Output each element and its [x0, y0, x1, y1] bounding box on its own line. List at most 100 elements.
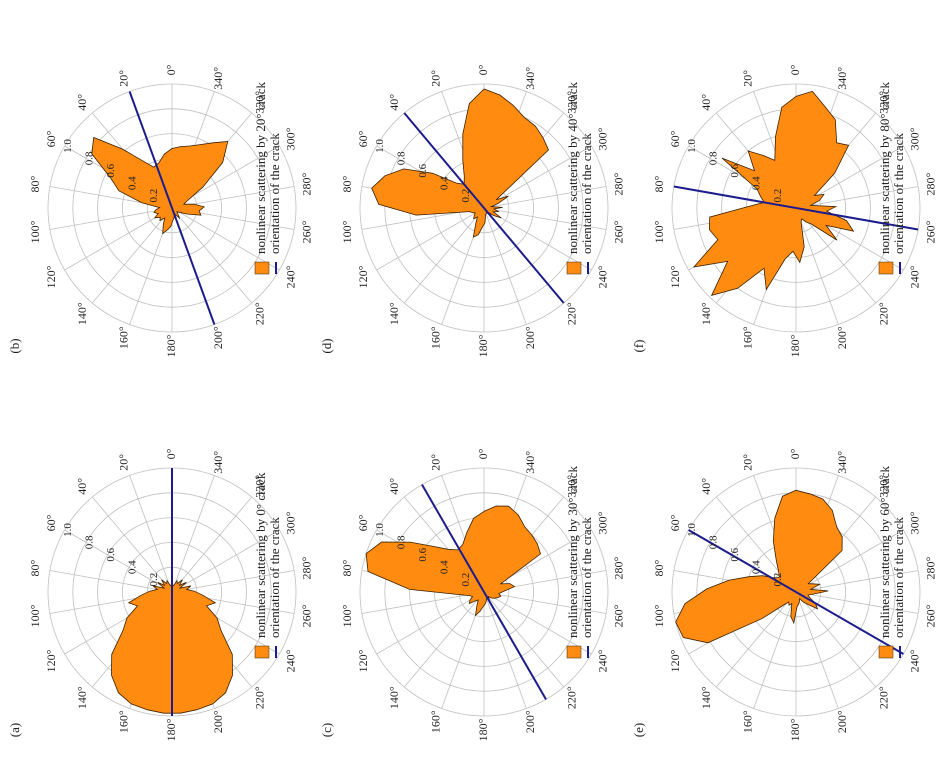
angle-tick-label: 40°: [387, 478, 401, 495]
angle-tick-label: 0°: [476, 64, 490, 75]
grid-spoke: [483, 186, 607, 209]
angle-tick-label: 160°: [429, 710, 443, 733]
angle-tick-label: 100°: [652, 604, 666, 627]
radial-tick-label: 0.2: [148, 573, 160, 587]
angle-tick-label: 200°: [211, 326, 225, 349]
legend-label-pattern: nonlinear scattering by 30° crack: [565, 466, 580, 638]
angle-tick-label: 0°: [476, 448, 490, 459]
angle-tick-label: 40°: [75, 94, 89, 111]
legend-label-pattern: nonlinear scattering by 80° crack: [877, 82, 892, 254]
angle-tick-label: 140°: [699, 686, 713, 709]
grid-spoke: [129, 475, 173, 593]
grid-spoke: [376, 207, 485, 271]
angle-tick-label: 300°: [907, 127, 921, 150]
angle-tick-label: 100°: [340, 604, 354, 627]
legend-swatch-pattern: [254, 261, 270, 275]
angle-tick-label: 320°: [252, 91, 266, 114]
angle-tick-label: 40°: [699, 478, 713, 495]
angle-tick-label: 300°: [283, 127, 297, 150]
crack-orientation-line: [403, 112, 565, 304]
radial-tick-label: 1.0: [374, 523, 386, 537]
grid-spoke: [171, 529, 280, 593]
legend-label-pattern: nonlinear scattering by 40° crack: [565, 82, 580, 254]
angle-tick-label: 120°: [44, 265, 58, 288]
grid-spoke: [171, 570, 295, 593]
crack-orientation-line: [688, 529, 904, 655]
grid-spoke: [403, 591, 485, 688]
angle-tick-label: 340°: [211, 67, 225, 90]
panel-label: (c): [319, 723, 334, 737]
angle-tick-label: 160°: [741, 326, 755, 349]
angle-tick-label: 100°: [652, 220, 666, 243]
radial-tick-label: 0.6: [729, 163, 741, 177]
grid-spoke: [91, 496, 173, 593]
angle-tick-label: 180°: [476, 718, 490, 741]
radial-tick-label: 0.2: [772, 189, 784, 203]
grid-spoke: [795, 591, 919, 614]
angle-tick-label: 140°: [387, 302, 401, 325]
angle-tick-label: 220°: [252, 686, 266, 709]
legend-swatch-pattern: [254, 645, 270, 659]
polar-chart-5: 0° 20° 40° 60° 80° 100° 120° 140° 160° 180° 200° 22…: [631, 64, 938, 357]
angle-tick-label: 200°: [211, 710, 225, 733]
angle-tick-label: 300°: [595, 127, 609, 150]
angle-tick-label: 80°: [652, 175, 666, 192]
grid-spoke: [49, 570, 173, 593]
angle-tick-label: 40°: [75, 478, 89, 495]
grid-spoke: [376, 591, 485, 655]
angle-tick-label: 120°: [44, 649, 58, 672]
angle-tick-label: 300°: [595, 511, 609, 534]
radial-tick-label: 0.4: [127, 560, 139, 574]
legend-label-line: orientation of the crack: [891, 133, 906, 254]
grid-spoke: [483, 207, 592, 271]
radial-tick-label: 1.0: [62, 139, 74, 153]
angle-tick-label: 80°: [340, 175, 354, 192]
angle-tick-label: 20°: [429, 454, 443, 471]
grid-spoke: [403, 207, 485, 304]
angle-tick-label: 100°: [28, 220, 42, 243]
grid-spoke: [483, 207, 607, 230]
angle-tick-label: 180°: [476, 334, 490, 357]
angle-tick-label: 260°: [300, 220, 314, 243]
legend-label-line: orientation of the crack: [579, 517, 594, 638]
grid-spoke: [91, 207, 173, 304]
angle-tick-label: 240°: [283, 649, 297, 672]
angle-tick-label: 320°: [564, 91, 578, 114]
angle-tick-label: 180°: [164, 334, 178, 357]
radial-tick-label: 0.6: [417, 163, 429, 177]
grid-spoke: [795, 207, 877, 304]
radial-tick-label: 1.0: [374, 139, 386, 153]
grid-spoke: [361, 591, 485, 614]
angle-tick-label: 260°: [300, 604, 314, 627]
angle-tick-label: 320°: [876, 91, 890, 114]
angle-tick-label: 240°: [283, 265, 297, 288]
angle-tick-label: 200°: [523, 710, 537, 733]
angle-tick-label: 260°: [924, 220, 938, 243]
grid-spoke: [483, 207, 527, 325]
angle-tick-label: 20°: [741, 70, 755, 87]
panel-label: (a): [7, 723, 22, 737]
angle-tick-label: 280°: [924, 172, 938, 195]
angle-tick-label: 100°: [28, 604, 42, 627]
angle-tick-label: 320°: [876, 475, 890, 498]
angle-tick-label: 260°: [612, 604, 626, 627]
polar-chart-3: 0° 20° 40° 60° 80° 100° 120° 140° 160° 180° 200° 22…: [319, 64, 626, 357]
panel-label: (e): [631, 723, 646, 737]
angle-tick-label: 200°: [835, 326, 849, 349]
angle-tick-label: 80°: [340, 559, 354, 576]
angle-tick-label: 0°: [788, 448, 802, 459]
grid-spoke: [483, 591, 527, 709]
radial-tick-label: 0.4: [439, 176, 451, 190]
scattering-pattern: [692, 90, 855, 297]
grid-spoke: [795, 591, 877, 688]
angle-tick-label: 340°: [523, 67, 537, 90]
angle-tick-label: 200°: [835, 710, 849, 733]
angle-tick-label: 340°: [835, 67, 849, 90]
angle-tick-label: 20°: [741, 454, 755, 471]
grid-spoke: [795, 570, 919, 593]
radial-tick-label: 0.6: [417, 547, 429, 561]
angle-tick-label: 280°: [612, 556, 626, 579]
angle-tick-label: 220°: [252, 302, 266, 325]
angle-tick-label: 60°: [44, 130, 58, 147]
